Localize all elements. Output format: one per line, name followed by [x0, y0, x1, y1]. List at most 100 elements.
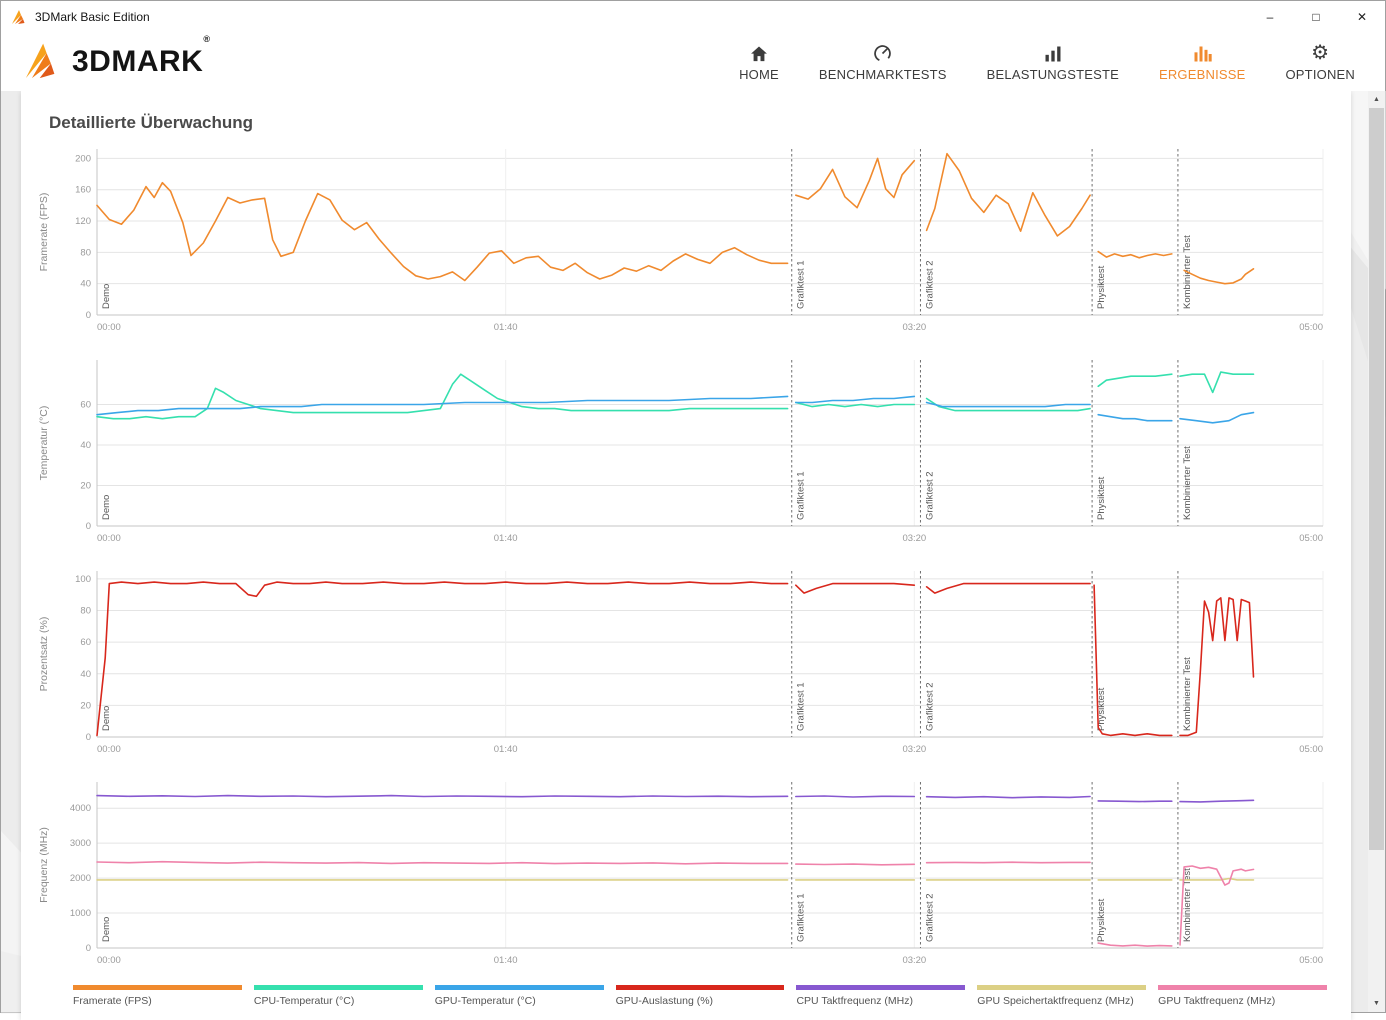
svg-text:Demo: Demo — [101, 495, 112, 520]
svg-text:03:20: 03:20 — [902, 322, 926, 333]
nav-label: BELASTUNGSTESTE — [986, 67, 1119, 82]
results-panel: Detaillierte Überwachung 0 40 80 120 160 200 0… — [21, 91, 1351, 1020]
legend-color-bar — [796, 985, 966, 990]
vertical-scrollbar[interactable]: ▲ ▼ — [1368, 91, 1385, 1012]
svg-text:00:00: 00:00 — [97, 533, 121, 544]
svg-text:Physiktest: Physiktest — [1096, 898, 1107, 942]
svg-text:40: 40 — [80, 279, 91, 290]
svg-text:Kombinierter Test: Kombinierter Test — [1182, 657, 1193, 731]
3dmark-logo: 3DMARK® — [23, 34, 211, 84]
svg-text:00:00: 00:00 — [97, 955, 121, 966]
svg-text:60: 60 — [80, 637, 91, 648]
legend-item: CPU-Temperatur (°C) — [253, 985, 423, 1007]
svg-text:4000: 4000 — [70, 803, 91, 814]
svg-text:Kombinierter Test: Kombinierter Test — [1182, 868, 1193, 942]
svg-text:Temperatur (°C): Temperatur (°C) — [38, 406, 50, 481]
nav-item-belastungsteste[interactable]: BELASTUNGSTESTE — [987, 42, 1119, 82]
scrollbar-down-arrow-icon[interactable]: ▼ — [1373, 1000, 1380, 1007]
legend-item: GPU-Temperatur (°C) — [434, 985, 604, 1007]
legend-item: GPU Speichertaktfrequenz (MHz) — [977, 985, 1147, 1007]
legend-color-bar — [977, 985, 1147, 990]
svg-text:Grafiktest 2: Grafiktest 2 — [924, 682, 935, 731]
3dmark-logo-icon — [23, 41, 65, 84]
svg-text:0: 0 — [86, 521, 91, 532]
gpu-load-chart: 0 20 40 60 80 100 00:00 01:40 03:20 05:00 Demo Graf… — [33, 563, 1345, 768]
temperature-chart: 0 20 40 60 00:00 01:40 03:20 05:00 Demo Grafiktes… — [33, 352, 1345, 557]
svg-text:01:40: 01:40 — [494, 955, 518, 966]
scrollbar-thumb[interactable] — [1369, 108, 1384, 850]
svg-text:05:00: 05:00 — [1299, 322, 1323, 333]
svg-text:Grafiktest 1: Grafiktest 1 — [796, 471, 807, 520]
svg-text:60: 60 — [80, 400, 91, 411]
app-icon — [11, 9, 27, 25]
svg-text:80: 80 — [80, 606, 91, 617]
svg-text:Demo: Demo — [101, 917, 112, 942]
window-title: 3DMark Basic Edition — [35, 10, 150, 24]
legend-color-bar — [73, 985, 242, 990]
svg-text:05:00: 05:00 — [1299, 744, 1323, 755]
legend-color-bar — [434, 985, 604, 990]
logo-text: 3DMARK® — [72, 34, 211, 78]
window-titlebar[interactable]: 3DMark Basic Edition – □ ✕ — [1, 1, 1385, 33]
nav-label: ERGEBNISSE — [1158, 67, 1246, 82]
svg-text:1000: 1000 — [70, 908, 91, 919]
framerate-chart: 0 40 80 120 160 200 00:00 01:40 03:20 05:00 Demo Gr… — [33, 141, 1345, 346]
svg-text:100: 100 — [75, 574, 91, 585]
svg-text:03:20: 03:20 — [902, 533, 926, 544]
legend-item-label: CPU-Temperatur (°C) — [253, 995, 355, 1007]
legend-item: GPU Taktfrequenz (MHz) — [1158, 985, 1328, 1007]
legend-item: Framerate (FPS) — [73, 985, 242, 1007]
bar-chart-orange-icon — [1192, 42, 1212, 64]
svg-text:Physiktest: Physiktest — [1096, 687, 1107, 731]
maximize-button[interactable]: □ — [1312, 10, 1320, 24]
content-area: Detaillierte Überwachung 0 40 80 120 160 200 0… — [1, 91, 1386, 1020]
svg-text:Grafiktest 1: Grafiktest 1 — [796, 893, 807, 942]
svg-text:160: 160 — [75, 185, 91, 196]
nav-item-optionen[interactable]: ⚙ OPTIONEN — [1286, 42, 1356, 82]
legend-item-label: CPU Taktfrequenz (MHz) — [796, 995, 913, 1007]
svg-text:120: 120 — [75, 216, 91, 227]
svg-text:Frequenz (MHz): Frequenz (MHz) — [38, 827, 50, 903]
chart-legend: Framerate (FPS) CPU-Temperatur (°C) GPU-Te… — [73, 985, 1339, 1007]
nav-item-home[interactable]: HOME — [739, 42, 779, 82]
svg-text:Physiktest: Physiktest — [1096, 265, 1107, 309]
svg-text:00:00: 00:00 — [97, 322, 121, 333]
legend-item-label: GPU Taktfrequenz (MHz) — [1158, 995, 1276, 1007]
nav-item-benchmarktests[interactable]: BENCHMARKTESTS — [819, 42, 947, 82]
svg-text:3000: 3000 — [70, 838, 91, 849]
svg-text:05:00: 05:00 — [1299, 533, 1323, 544]
svg-text:Framerate (FPS): Framerate (FPS) — [38, 193, 50, 272]
svg-text:Demo: Demo — [101, 706, 112, 731]
scrollbar-up-arrow-icon[interactable]: ▲ — [1373, 96, 1380, 103]
legend-item: GPU-Auslastung (%) — [615, 985, 785, 1007]
svg-text:01:40: 01:40 — [494, 322, 518, 333]
window-controls: – □ ✕ — [1247, 1, 1385, 33]
close-button[interactable]: ✕ — [1356, 10, 1368, 24]
svg-text:Grafiktest 2: Grafiktest 2 — [924, 471, 935, 520]
svg-text:40: 40 — [80, 440, 91, 451]
legend-item-label: GPU Speichertaktfrequenz (MHz) — [977, 995, 1134, 1007]
svg-text:01:40: 01:40 — [494, 533, 518, 544]
svg-text:0: 0 — [86, 943, 91, 954]
svg-text:20: 20 — [80, 481, 91, 492]
svg-text:Grafiktest 2: Grafiktest 2 — [924, 893, 935, 942]
svg-text:Prozentsatz (%): Prozentsatz (%) — [38, 617, 50, 692]
svg-text:Grafiktest 1: Grafiktest 1 — [796, 682, 807, 731]
nav-item-ergebnisse[interactable]: ERGEBNISSE — [1159, 42, 1246, 82]
svg-text:20: 20 — [80, 700, 91, 711]
svg-text:200: 200 — [75, 153, 91, 164]
legend-color-bar — [1158, 985, 1328, 990]
bar-chart-icon — [1043, 42, 1063, 64]
legend-item-label: Framerate (FPS) — [73, 995, 152, 1007]
svg-text:0: 0 — [86, 732, 91, 743]
minimize-button[interactable]: – — [1266, 10, 1274, 24]
nav-label: HOME — [739, 67, 779, 82]
svg-text:03:20: 03:20 — [902, 955, 926, 966]
svg-text:Grafiktest 1: Grafiktest 1 — [796, 260, 807, 309]
main-nav: HOME BENCHMARKTESTS BELASTUNGSTESTE — [739, 42, 1355, 82]
svg-text:01:40: 01:40 — [494, 744, 518, 755]
legend-color-bar — [253, 985, 423, 990]
frequency-chart: 0 1000 2000 3000 4000 00:00 01:40 03:20 05:00 Dem… — [33, 774, 1345, 979]
svg-text:80: 80 — [80, 247, 91, 258]
svg-text:03:20: 03:20 — [902, 744, 926, 755]
